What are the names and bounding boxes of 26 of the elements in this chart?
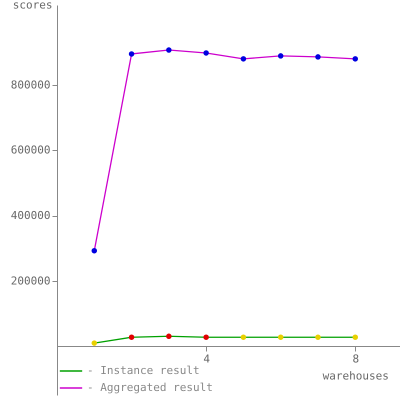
point xyxy=(128,51,134,57)
point xyxy=(278,334,284,340)
y-tick-label: 600000 xyxy=(10,144,50,157)
y-axis-title: scores xyxy=(12,0,52,12)
point xyxy=(92,248,98,254)
point xyxy=(92,340,98,346)
y-tick-label: 400000 xyxy=(10,209,50,222)
point xyxy=(240,334,246,340)
x-tick-label: 8 xyxy=(352,352,360,366)
point xyxy=(203,334,209,340)
point xyxy=(315,334,321,340)
point xyxy=(128,334,134,340)
point xyxy=(352,334,358,340)
y-tick-label: 200000 xyxy=(10,274,50,288)
point xyxy=(278,53,284,59)
point xyxy=(166,334,172,339)
point xyxy=(315,54,321,60)
x-tick-label: 4 xyxy=(203,352,210,366)
y-tick-label: 800000 xyxy=(10,78,50,92)
legend-label: - Instance result xyxy=(87,364,200,377)
legend-label: - Aggregated result xyxy=(87,381,213,394)
x-axis-title: warehouses xyxy=(322,370,389,383)
point xyxy=(240,56,246,62)
point xyxy=(352,56,358,62)
point xyxy=(166,47,172,53)
point xyxy=(203,50,209,56)
